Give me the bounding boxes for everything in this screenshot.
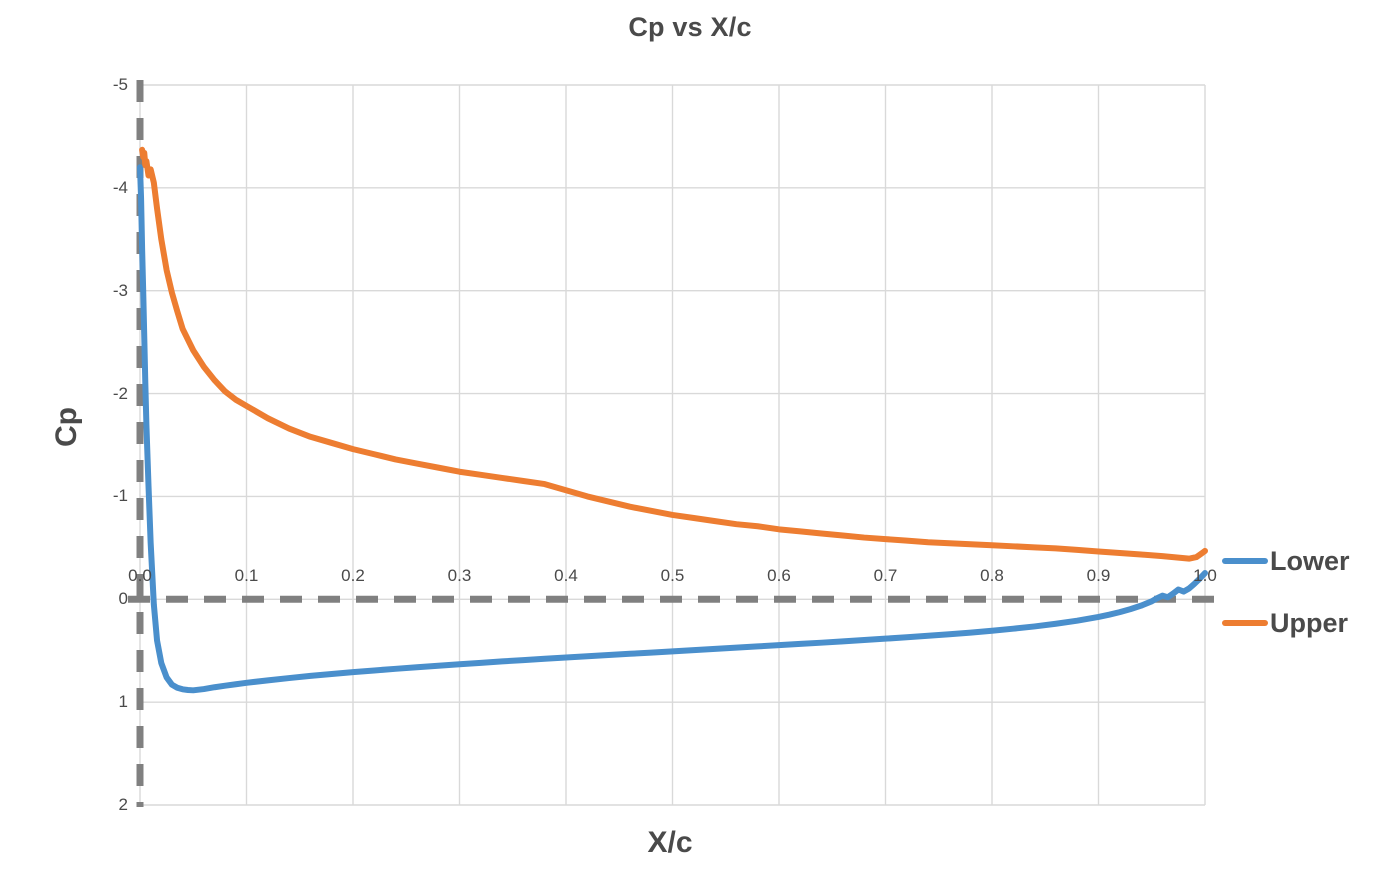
x-tick-label: 0.3 <box>447 566 472 586</box>
chart-title: Cp vs X/c <box>628 12 752 42</box>
x-tick-label: 0.7 <box>873 566 898 586</box>
x-tick-label: 0.5 <box>660 566 685 586</box>
x-tick-label: 0.6 <box>767 566 791 586</box>
x-tick-label: 0.1 <box>234 566 259 586</box>
legend-label: Lower <box>1270 545 1350 576</box>
series-line-upper <box>139 146 1208 562</box>
x-tick-label: 0.8 <box>980 566 1004 586</box>
y-tick-label: -5 <box>112 75 128 94</box>
y-tick-label: -1 <box>112 486 128 506</box>
x-tick-label: 1.0 <box>1193 566 1217 586</box>
y-tick-label: 2 <box>118 795 128 814</box>
series-line-lower <box>137 164 1208 694</box>
y-tick-label: 0 <box>118 589 128 609</box>
x-axis-title: X/c <box>647 826 693 859</box>
legend-swatch-icon <box>1222 620 1268 626</box>
y-tick-label: -3 <box>112 280 128 300</box>
y-tick-label: -4 <box>112 177 128 197</box>
gridlines <box>139 84 1206 806</box>
legend-label: Upper <box>1270 607 1349 638</box>
reference-lines <box>128 80 1215 807</box>
legend-entry-lower[interactable]: Lower <box>1222 530 1372 592</box>
x-tick-label: 0.9 <box>1086 566 1111 586</box>
x-tick-label: 0.0 <box>128 566 152 586</box>
y-tick-label: 1 <box>118 692 128 712</box>
x-tick-label: 0.4 <box>554 566 578 586</box>
legend-entry-upper[interactable]: Upper <box>1222 592 1372 654</box>
chart-legend: Lower Upper <box>1222 530 1372 654</box>
x-tick-label: 0.2 <box>341 566 365 586</box>
data-series-group <box>137 146 1208 694</box>
y-tick-label: -2 <box>112 383 128 403</box>
legend-swatch-icon <box>1222 558 1268 564</box>
